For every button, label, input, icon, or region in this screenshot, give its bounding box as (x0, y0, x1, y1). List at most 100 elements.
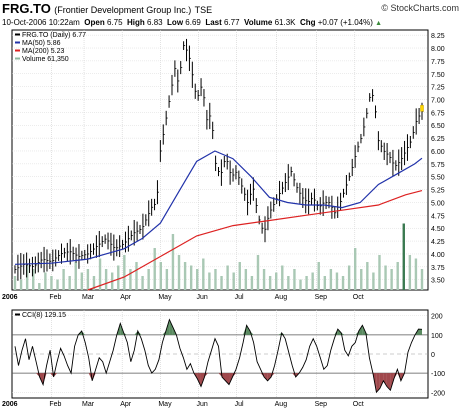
volume-bar (275, 272, 278, 290)
price-y-tick-label: 5.25 (431, 188, 445, 195)
ma50-line (14, 150, 423, 265)
open-label: Open (84, 18, 105, 27)
volume-bar (311, 272, 314, 290)
volume-bar (44, 272, 47, 290)
cci-x-tick-label: 2006 (2, 401, 18, 408)
price-y-tick-label: 7.25 (431, 85, 445, 92)
volume-bar (335, 272, 339, 290)
cci-oversold-fill (376, 373, 380, 393)
volume-bar (189, 265, 193, 290)
volume-bar (62, 269, 65, 290)
volume-bar (396, 262, 399, 290)
volume-bar (92, 276, 96, 290)
volume-label: Volume (244, 18, 273, 27)
volume-bar (117, 265, 120, 290)
volume-bar (171, 234, 175, 290)
volume-bar (360, 269, 363, 290)
cci-overbought-fill (358, 325, 363, 335)
high-label: High (127, 18, 145, 27)
volume-bar (287, 276, 290, 290)
cci-y-tick-label: 0 (431, 352, 435, 359)
cci-oversold-fill (50, 373, 54, 377)
volume-bar (141, 276, 144, 290)
volume-bar (50, 276, 53, 290)
price-y-tick-label: 5.75 (431, 162, 445, 169)
low-value: 6.69 (185, 18, 201, 27)
price-x-tick-label: Aug (275, 294, 288, 301)
volume-bar (250, 276, 254, 290)
legend-cci: CCI(8) 129.15 (22, 312, 66, 319)
volume-bar (80, 272, 84, 290)
volume-bar (159, 262, 162, 290)
cci-oversold-fill (222, 373, 226, 381)
volume-bar (129, 269, 132, 290)
cci-overbought-fill (278, 332, 282, 335)
cci-oversold-fill (397, 373, 401, 381)
price-x-tick-label: Mar (82, 294, 95, 301)
cci-oversold-fill (393, 373, 398, 379)
volume-bar (32, 269, 35, 290)
volume-bar (68, 276, 71, 290)
price-y-tick-label: 4.75 (431, 213, 445, 220)
price-x-tick-label: Feb (49, 294, 61, 301)
volume-bar (244, 269, 248, 290)
cci-overbought-fill (365, 332, 370, 335)
volume-bar (147, 269, 150, 290)
cci-overbought-fill (169, 319, 173, 335)
title-line: FRG.TO (Frontier Development Group Inc.)… (2, 1, 212, 16)
price-y-tick-label: 7.50 (431, 72, 445, 79)
price-y-tick-label: 8.00 (431, 46, 445, 53)
volume-bar (226, 265, 229, 290)
volume-bar (299, 279, 302, 290)
volume-bar (378, 255, 381, 290)
volume-bar (402, 223, 405, 290)
volume-bar (86, 269, 90, 290)
volume-bar (196, 269, 199, 290)
open-value: 6.75 (106, 18, 123, 27)
price-y-tick-label: 7.00 (431, 98, 445, 105)
price-y-tick-label: 4.00 (431, 252, 445, 259)
volume-bar (414, 258, 418, 290)
volume-bar (153, 248, 156, 290)
volume-bar (323, 276, 327, 290)
price-y-tick-label: 6.50 (431, 123, 445, 130)
cci-overbought-fill (246, 325, 251, 335)
price-x-tick-label: Apr (120, 294, 132, 301)
price-x-tick-label: Jun (197, 294, 208, 301)
volume-bar (372, 272, 375, 290)
legend-volume: Volume 61,350 (22, 56, 69, 63)
volume-bar (256, 255, 260, 290)
volume-bar (317, 262, 320, 290)
price-y-tick-label: 3.50 (431, 278, 445, 285)
cci-y-tick-label: 100 (431, 333, 443, 340)
ma200-line (87, 190, 423, 291)
volume-bar (56, 279, 59, 290)
cci-oversold-fill (379, 373, 384, 389)
volume-bar (238, 262, 241, 290)
volume-bar (232, 272, 235, 290)
volume-bar (341, 276, 345, 290)
cci-x-tick-label: Sep (315, 401, 328, 408)
cci-y-tick-label: -100 (431, 371, 445, 378)
price-y-tick-label: 4.25 (431, 239, 445, 246)
company-name: (Frontier Development Group Inc.) (54, 5, 192, 15)
cci-oversold-fill (218, 373, 223, 377)
volume-bar (202, 258, 205, 290)
cci-x-tick-label: Feb (49, 401, 61, 408)
volume-bar (305, 276, 308, 290)
volume-bar (19, 279, 23, 290)
volume-bar (165, 269, 169, 290)
price-y-tick-label: 5.50 (431, 175, 445, 182)
cci-oversold-fill (383, 373, 387, 387)
cci-x-tick-label: Oct (353, 401, 364, 408)
volume-bar (104, 269, 108, 290)
volume-bar (208, 272, 211, 290)
price-y-tick-label: 7.75 (431, 59, 445, 66)
volume-bar (281, 265, 284, 290)
last-label: Last (205, 18, 222, 27)
cci-x-tick-label: Mar (82, 401, 95, 408)
cci-overbought-fill (418, 329, 422, 335)
cci-overbought-fill (341, 332, 345, 335)
volume-bar (38, 283, 41, 290)
